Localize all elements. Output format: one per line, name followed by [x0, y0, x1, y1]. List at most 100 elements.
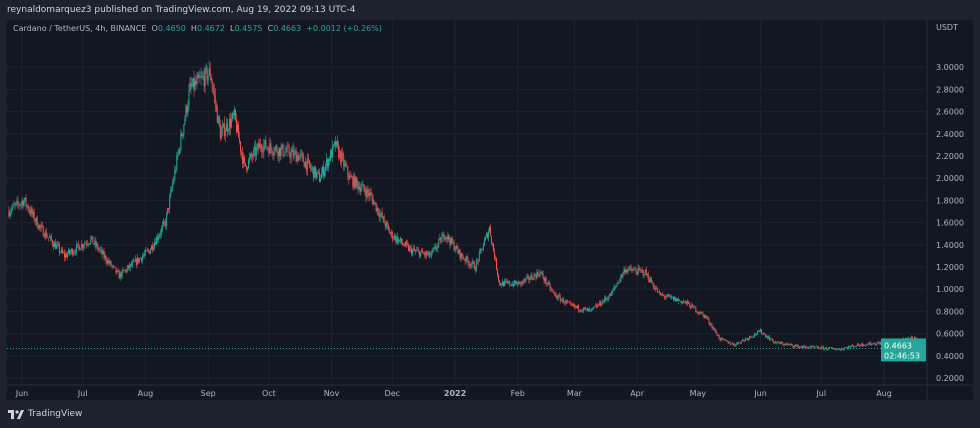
candle [385, 222, 387, 227]
candle [801, 347, 803, 348]
candle [757, 331, 759, 335]
candle [483, 240, 485, 246]
candle [875, 344, 877, 346]
candle [267, 147, 269, 149]
candle [200, 76, 202, 78]
candle [694, 307, 696, 309]
candle [293, 151, 295, 157]
candle [410, 247, 412, 249]
candle [786, 343, 788, 345]
candle [341, 153, 343, 163]
candle [803, 346, 805, 347]
candle [833, 349, 835, 350]
candle [86, 243, 88, 245]
candle [689, 303, 691, 308]
candle [580, 310, 582, 312]
candle [406, 243, 408, 246]
candle [347, 166, 349, 176]
candle [56, 244, 58, 246]
tradingview-logo[interactable]: TradingView [8, 409, 82, 419]
candle [412, 249, 414, 255]
candle [210, 76, 212, 83]
candle [329, 158, 331, 161]
candle [710, 324, 712, 326]
candle [68, 249, 70, 254]
candle [820, 346, 822, 350]
candle [573, 304, 575, 307]
candle [880, 342, 882, 345]
candle [300, 153, 302, 154]
candle [723, 339, 725, 340]
candle [645, 269, 647, 275]
tradingview-logo-icon [8, 409, 24, 419]
candle [725, 340, 727, 342]
candle [165, 222, 167, 226]
candle [863, 345, 865, 346]
x-tick-label: Jun [753, 389, 767, 398]
candle [228, 118, 230, 131]
candle [477, 260, 479, 262]
candle [724, 339, 726, 341]
candle [603, 300, 605, 302]
candle [38, 225, 40, 229]
candle [289, 154, 291, 159]
price-chart[interactable]: 0.2000 0.4000 0.6000 0.8000 1.0000 1.2000 1.40… [7, 20, 973, 400]
candle [525, 278, 527, 281]
candle [57, 244, 59, 246]
candle [311, 167, 313, 169]
candle [563, 302, 565, 304]
candle [52, 244, 54, 248]
candle [315, 172, 317, 178]
candle [152, 245, 154, 250]
candle [243, 156, 245, 164]
candle [360, 188, 362, 193]
candle [464, 259, 466, 262]
candle [343, 156, 345, 167]
candle [804, 346, 806, 347]
candle [706, 317, 708, 319]
candle [314, 166, 316, 178]
candle [161, 227, 163, 234]
candle [295, 151, 297, 162]
candle [565, 300, 567, 303]
candle [664, 297, 666, 298]
candle [511, 285, 513, 286]
candle [403, 245, 405, 247]
candle [852, 345, 854, 347]
candle [16, 200, 18, 203]
candle [633, 269, 635, 270]
candle [415, 250, 417, 252]
candle [682, 301, 684, 304]
candle [604, 297, 606, 302]
candle [313, 166, 315, 178]
candle [638, 267, 640, 270]
candle [262, 151, 264, 153]
candle [8, 211, 10, 217]
candle [239, 137, 241, 142]
candle [554, 293, 556, 295]
candle [205, 68, 207, 69]
candle [145, 249, 147, 251]
candle [198, 74, 200, 78]
x-tick-label: May [690, 389, 707, 398]
candle [282, 144, 284, 156]
candle [214, 95, 216, 104]
candle [812, 346, 814, 348]
candle [749, 336, 751, 337]
candle [297, 155, 299, 161]
candle [369, 192, 371, 197]
candle [673, 296, 675, 301]
candle [737, 341, 739, 344]
candle [713, 327, 715, 331]
candle [397, 239, 399, 243]
candle [870, 342, 872, 345]
candle [390, 231, 392, 234]
candle [147, 250, 149, 251]
candle [41, 225, 43, 227]
candle [370, 192, 372, 195]
candle [739, 342, 741, 344]
candle [492, 243, 494, 251]
candle [143, 253, 145, 256]
candle [741, 340, 743, 342]
candle [533, 274, 535, 280]
